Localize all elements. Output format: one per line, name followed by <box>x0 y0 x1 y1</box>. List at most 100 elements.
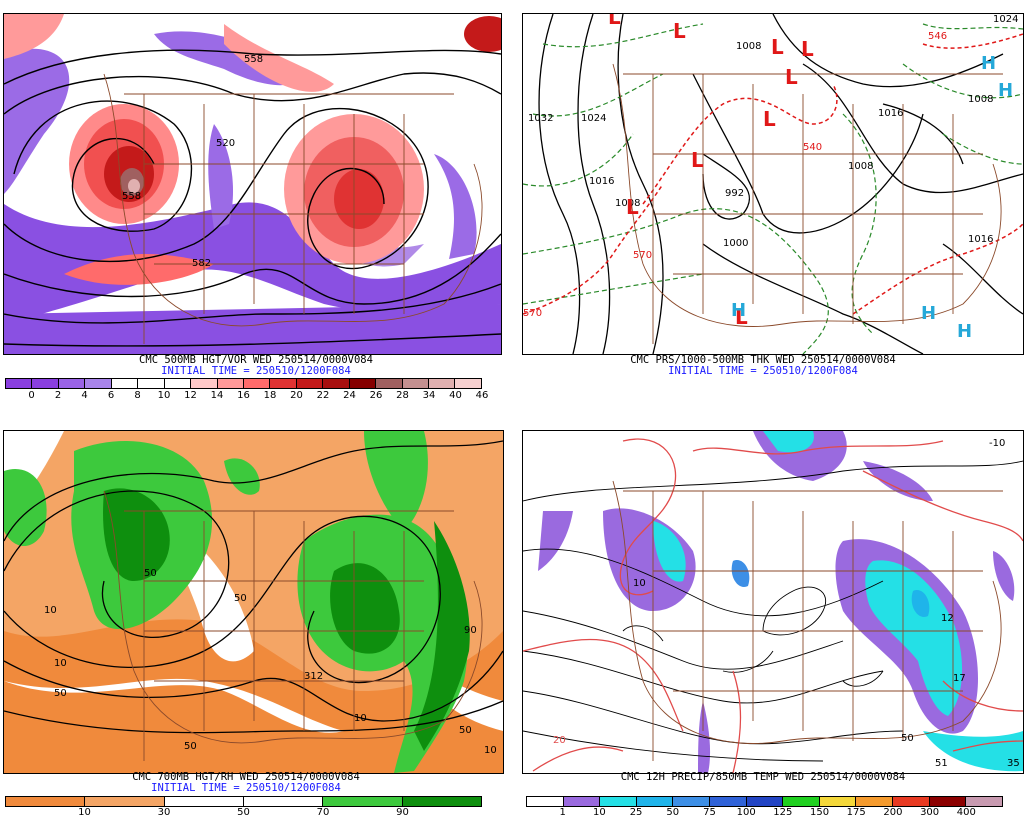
low-pressure-marker: L <box>691 148 704 172</box>
high-pressure-marker: H <box>998 80 1013 101</box>
colorbar-tick-label: 18 <box>263 390 277 401</box>
colorbar-tick-label: 1 <box>559 807 566 818</box>
colorbar-tick-label: 2 <box>54 390 62 401</box>
colorbar-tick-label: 46 <box>475 390 489 401</box>
map-label: 1008 <box>615 198 640 209</box>
map-precip-graphic: 20 51 35 50 10 17 12 -10 <box>523 431 1023 773</box>
map-label: 50 <box>901 733 914 744</box>
colorbar-tick-label: 70 <box>316 807 330 818</box>
low-pressure-marker: L <box>626 195 639 219</box>
high-pressure-marker: H <box>921 303 936 324</box>
colorbar-tick-label: 8 <box>134 390 141 401</box>
map-label: 1016 <box>878 108 903 119</box>
low-pressure-marker: L <box>608 14 621 29</box>
colorbar-tick-label: 0 <box>28 390 35 401</box>
map-label: 558 <box>244 54 263 65</box>
map-label: 1024 <box>993 14 1018 25</box>
colorbar-swatch <box>527 797 564 806</box>
colorbar-tick-label: 4 <box>81 390 88 401</box>
colorbar-tick-label: 25 <box>629 807 643 818</box>
high-pressure-marker: H <box>957 321 972 342</box>
map-label: 17 <box>953 673 966 684</box>
colorbar-swatch <box>349 379 377 388</box>
panel-initial-time: INITIAL TIME = 250510/1200F084 <box>668 365 858 377</box>
colorbar-tick-label: 34 <box>422 390 436 401</box>
colorbar-swatch <box>243 379 271 388</box>
map-label: 51 <box>935 758 948 769</box>
colorbar-swatch <box>673 797 711 806</box>
map-label: 1000 <box>723 238 748 249</box>
colorbar-tick-label: 400 <box>956 807 976 818</box>
map-pressure: 1032 1024 1016 1008 1008 992 1000 1016 1… <box>522 13 1024 355</box>
colorbar-swatch <box>323 797 403 806</box>
colorbar-rh <box>5 796 482 807</box>
colorbar-swatch <box>58 379 86 388</box>
colorbar-tick-label: 75 <box>703 807 716 818</box>
colorbar-tick-label: 100 <box>736 807 756 818</box>
colorbar-swatch <box>270 379 297 388</box>
colorbar-tick-label: 6 <box>107 390 115 401</box>
map-label: 10 <box>44 605 57 616</box>
map-700mb-graphic: 10 50 10 50 312 90 50 10 50 10 50 <box>4 431 503 773</box>
colorbar-precip <box>526 796 1003 807</box>
colorbar-tick-label: 150 <box>809 807 830 818</box>
colorbar-tick-label: 26 <box>369 390 383 401</box>
map-label: 50 <box>184 741 197 752</box>
map-500mb-graphic: 558 520 582 558 <box>4 14 501 354</box>
colorbar-tick-label: 200 <box>883 807 903 818</box>
low-pressure-marker: L <box>735 305 748 329</box>
colorbar-tick-label: 50 <box>666 807 680 818</box>
map-label: 1032 <box>528 113 553 124</box>
colorbar-swatch <box>929 797 967 806</box>
colorbar-swatch <box>966 797 1002 806</box>
colorbar-swatch <box>710 797 747 806</box>
colorbar-labels: 1 10 25 50 75 100 125 150 175 200 300 400 <box>526 807 1003 819</box>
colorbar-swatch <box>783 797 820 806</box>
colorbar-swatch <box>6 379 33 388</box>
map-500mb: 558 520 582 558 <box>3 13 502 355</box>
colorbar-swatch <box>296 379 324 388</box>
colorbar-tick-label: 22 <box>316 390 330 401</box>
colorbar-labels: 10 30 50 70 90 <box>5 807 482 819</box>
colorbar-tick-label: 14 <box>210 390 224 401</box>
colorbar-swatch <box>323 379 350 388</box>
high-pressure-marker: H <box>731 300 746 321</box>
panel-700mb-hgt-rh: 10 50 10 50 312 90 50 10 50 10 50 CMC 70… <box>0 410 512 819</box>
colorbar-swatch <box>85 379 112 388</box>
colorbar-swatch <box>243 797 324 806</box>
map-label: 12 <box>941 613 954 624</box>
map-label: 1016 <box>968 234 993 245</box>
colorbar-tick-label: 16 <box>237 390 250 401</box>
map-label: 50 <box>234 593 247 604</box>
map-precip: 20 51 35 50 10 17 12 -10 <box>522 430 1024 774</box>
map-label: 1016 <box>589 176 614 187</box>
colorbar-swatch <box>563 797 601 806</box>
low-pressure-marker: L <box>801 37 814 61</box>
colorbar-swatch <box>402 379 429 388</box>
map-label: 50 <box>459 725 472 736</box>
colorbar-swatch <box>85 797 165 806</box>
colorbar-swatch <box>32 379 59 388</box>
low-pressure-marker: L <box>785 65 798 89</box>
colorbar-tick-label: 300 <box>920 807 940 818</box>
panel-initial-time: INITIAL TIME = 250510/1200F084 <box>151 782 341 794</box>
map-label: 10 <box>354 713 367 724</box>
map-label: 540 <box>803 142 822 153</box>
colorbar-tick-label: 175 <box>846 807 866 818</box>
map-label: -10 <box>989 438 1005 449</box>
map-label: 546 <box>928 31 947 42</box>
map-label: 570 <box>523 308 542 319</box>
colorbar-swatch <box>217 379 244 388</box>
colorbar-tick-label: 24 <box>343 390 356 401</box>
map-pressure-graphic: 1032 1024 1016 1008 1008 992 1000 1016 1… <box>523 14 1023 354</box>
colorbar-swatch <box>164 797 244 806</box>
colorbar-swatch <box>191 379 218 388</box>
map-label: 570 <box>633 250 652 261</box>
low-pressure-marker: L <box>673 19 686 43</box>
panel-caption: CMC 700MB HGT/RH WED 250514/0000V084 <box>132 771 360 783</box>
colorbar-tick-label: 50 <box>237 807 250 818</box>
colorbar-tick-label: 10 <box>78 807 91 818</box>
low-pressure-marker: L <box>763 107 776 131</box>
colorbar-tick-label: 125 <box>773 807 793 818</box>
colorbar-swatch <box>138 379 165 388</box>
